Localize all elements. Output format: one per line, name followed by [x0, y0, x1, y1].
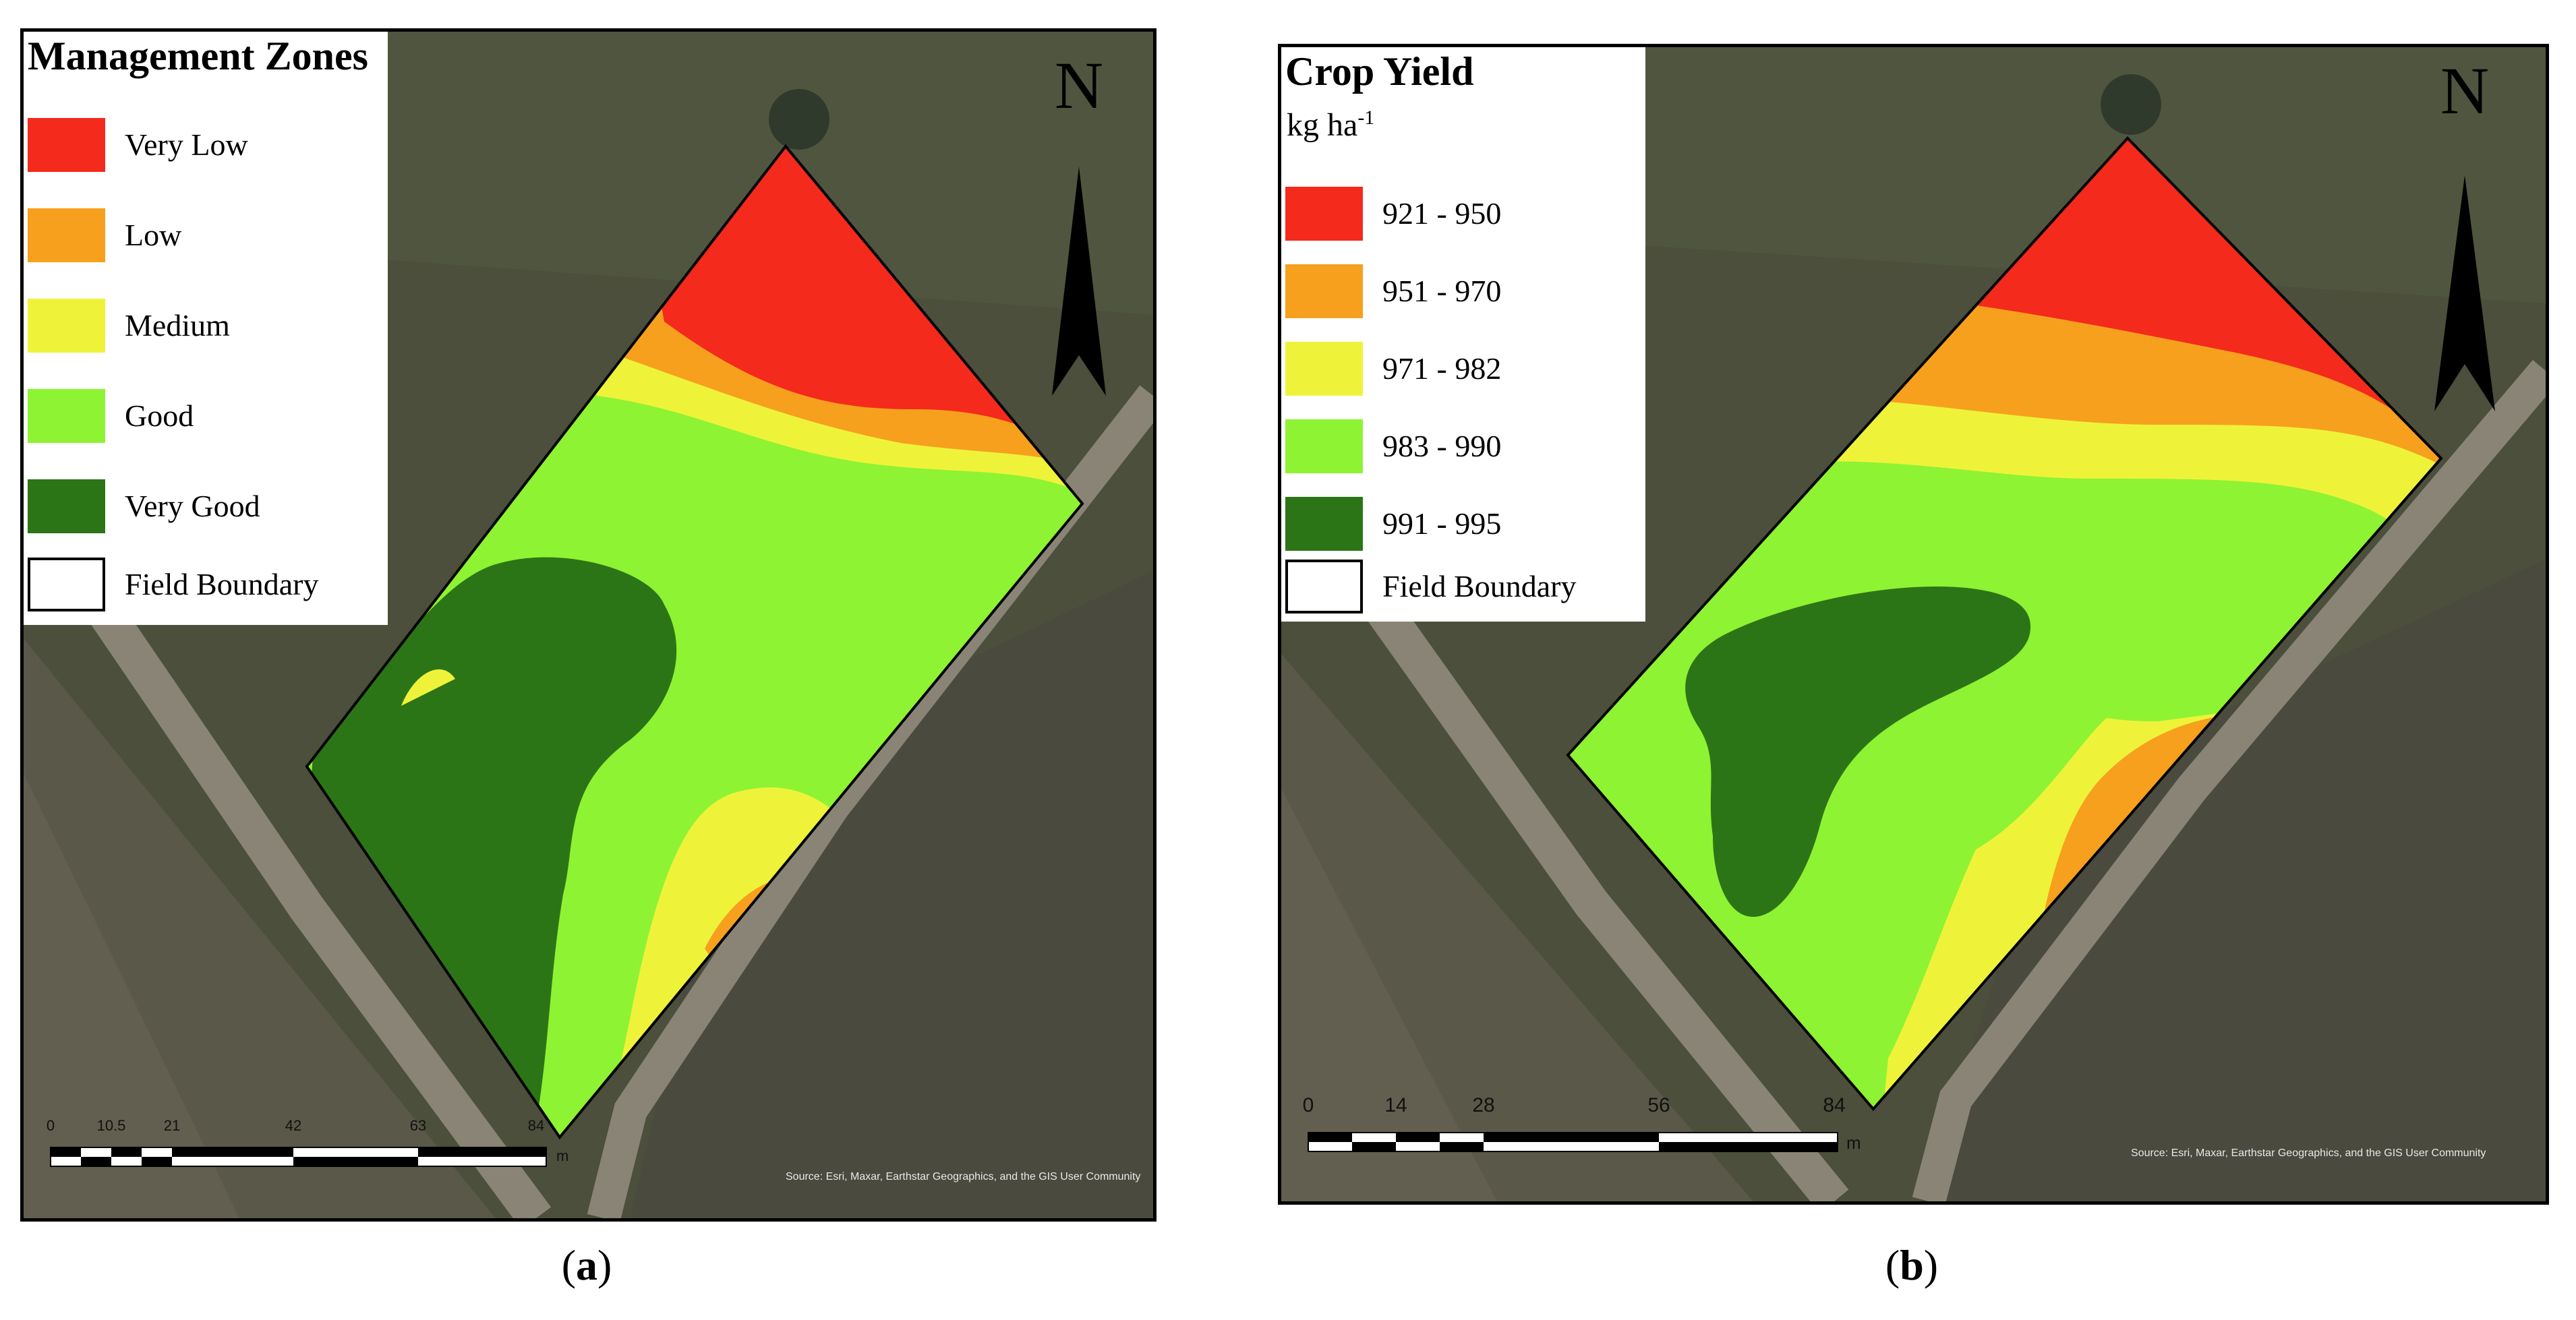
- legend-item-field-boundary: Field Boundary: [1281, 560, 1645, 627]
- legend-label: 921 - 950: [1382, 196, 1502, 231]
- scale-tick: 84: [1823, 1094, 1846, 1116]
- scale-unit-a: m: [556, 1147, 569, 1164]
- legend-label: 951 - 970: [1382, 274, 1502, 308]
- north-arrow-a: [1052, 167, 1106, 396]
- scale-tick: 42: [285, 1117, 302, 1134]
- legend-swatch: [28, 208, 105, 262]
- legend-label: Field Boundary: [125, 567, 319, 601]
- scale-tick: 10.5: [96, 1117, 126, 1134]
- legend-swatch: [1285, 187, 1363, 241]
- map-panel-b: Crop Yield kg ha-1 921 - 950 951 - 970 9…: [1278, 44, 2549, 1205]
- legend-swatch: [28, 118, 105, 172]
- legend-item-983-990: 983 - 990: [1281, 419, 1645, 487]
- legend-title: Management Zones: [28, 34, 368, 78]
- legend-item-very-good: Very Good: [24, 479, 388, 547]
- north-label-b: N: [2407, 57, 2522, 138]
- scale-tick: 56: [1647, 1094, 1670, 1116]
- legend-unit: kg ha-1: [1287, 107, 1374, 144]
- legend-a: Management Zones Very Low Low Medium Goo…: [24, 32, 388, 625]
- scale-bar-b: [1308, 1132, 1838, 1152]
- map-attribution-b: Source: Esri, Maxar, Earthstar Geographi…: [2131, 1147, 2486, 1159]
- scale-tick: 21: [163, 1117, 181, 1134]
- caption-letter: a: [576, 1241, 597, 1289]
- legend-item-very-low: Very Low: [24, 118, 388, 185]
- north-letter: N: [2440, 53, 2490, 128]
- map-attribution-a: Source: Esri, Maxar, Earthstar Geographi…: [786, 1171, 1141, 1182]
- legend-label: 991 - 995: [1382, 506, 1502, 541]
- legend-label: Very Low: [125, 127, 248, 162]
- legend-unit-exponent: -1: [1357, 107, 1375, 129]
- legend-item-medium: Medium: [24, 299, 388, 366]
- north-arrow-b: [2434, 175, 2495, 411]
- legend-swatch: [1285, 560, 1363, 613]
- legend-swatch: [1285, 264, 1363, 318]
- scale-tick: 0: [1302, 1094, 1314, 1116]
- legend-swatch: [1285, 497, 1363, 551]
- legend-label: 971 - 982: [1382, 351, 1502, 386]
- legend-title: Crop Yield: [1285, 49, 1474, 94]
- north-label-a: N: [1022, 52, 1136, 133]
- legend-label: Field Boundary: [1382, 569, 1577, 603]
- map-panel-a: Management Zones Very Low Low Medium Goo…: [20, 28, 1157, 1222]
- scale-tick: 84: [527, 1117, 545, 1134]
- scale-labels-a: 0 10.5 21 42 63 84: [24, 1110, 698, 1144]
- legend-b: Crop Yield kg ha-1 921 - 950 951 - 970 9…: [1281, 47, 1645, 622]
- tree: [769, 89, 829, 150]
- caption-letter: b: [1900, 1241, 1924, 1289]
- scale-unit-b: m: [1846, 1133, 1861, 1153]
- legend-item-951-970: 951 - 970: [1281, 264, 1645, 332]
- legend-swatch: [28, 558, 105, 611]
- legend-swatch: [1285, 342, 1363, 396]
- legend-swatch: [28, 299, 105, 353]
- legend-item-low: Low: [24, 208, 388, 276]
- tree: [2101, 74, 2161, 135]
- scale-tick: 14: [1384, 1094, 1407, 1116]
- legend-item-good: Good: [24, 389, 388, 456]
- satellite-map-b: [1281, 47, 2546, 1201]
- scale-bar-a: [50, 1147, 547, 1167]
- satellite-map-a: [24, 32, 1153, 1218]
- legend-item-991-995: 991 - 995: [1281, 497, 1645, 564]
- north-letter: N: [1054, 48, 1104, 123]
- legend-label: Good: [125, 398, 194, 433]
- legend-label: 983 - 990: [1382, 429, 1502, 463]
- legend-label: Medium: [125, 308, 230, 342]
- legend-unit-text: kg ha: [1287, 107, 1358, 143]
- legend-swatch: [28, 389, 105, 443]
- caption-a: (a): [561, 1241, 612, 1289]
- scale-tick: 0: [46, 1117, 55, 1134]
- legend-item-921-950: 921 - 950: [1281, 187, 1645, 254]
- scale-tick: 63: [409, 1117, 427, 1134]
- legend-item-field-boundary: Field Boundary: [24, 558, 388, 625]
- legend-swatch: [28, 479, 105, 533]
- field-boundary-b: [1566, 136, 2443, 1112]
- legend-label: Low: [125, 218, 182, 252]
- legend-item-971-982: 971 - 982: [1281, 342, 1645, 409]
- field-boundary-a: [305, 144, 1084, 1140]
- legend-swatch: [1285, 419, 1363, 473]
- scale-labels-b: 0 14 28 56 84: [1281, 1089, 1956, 1122]
- scale-tick: 28: [1472, 1094, 1495, 1116]
- legend-label: Very Good: [125, 489, 260, 523]
- caption-b: (b): [1885, 1241, 1939, 1289]
